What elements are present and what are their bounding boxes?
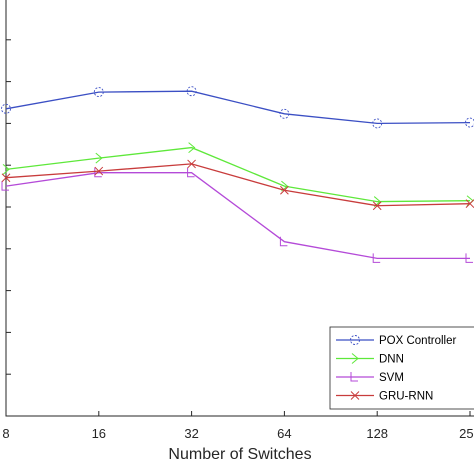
data-point-gru-rnn bbox=[372, 201, 382, 211]
data-point-svm bbox=[465, 253, 473, 263]
legend-label: POX Controller bbox=[379, 335, 457, 347]
x-tick-label: 32 bbox=[184, 426, 198, 441]
x-axis: 8 16 32 64 128 256 bbox=[2, 411, 474, 441]
x-tick-label: 16 bbox=[92, 426, 106, 441]
data-point-svm bbox=[372, 253, 381, 263]
series-gru-rnn bbox=[1, 159, 474, 211]
legend-item-pox-controller: POX Controller bbox=[336, 335, 457, 347]
data-point-pox-controller bbox=[1, 103, 11, 114]
legend-marker bbox=[350, 372, 358, 382]
x-tick-label: 256 bbox=[459, 426, 474, 441]
x-tick-label: 8 bbox=[2, 426, 9, 441]
x-axis-label: Number of Switches bbox=[168, 446, 311, 463]
data-point-gru-rnn bbox=[1, 173, 11, 183]
legend-label: GRU-RNN bbox=[379, 391, 433, 403]
data-point-dnn bbox=[188, 142, 196, 154]
data-point-svm bbox=[279, 236, 288, 247]
data-point-gru-rnn bbox=[187, 159, 196, 169]
series-line-dnn bbox=[5, 146, 471, 203]
data-point-gru-rnn bbox=[465, 199, 474, 209]
series-layer bbox=[1, 86, 474, 263]
series-line-pox-controller bbox=[5, 90, 471, 125]
legend-item-svm: SVM bbox=[336, 372, 404, 384]
data-point-svm bbox=[1, 181, 9, 191]
legend-label: SVM bbox=[379, 372, 404, 384]
legend-box bbox=[329, 326, 474, 410]
legend-label: DNN bbox=[379, 354, 404, 366]
data-point-gru-rnn bbox=[94, 166, 104, 176]
series-line-gru-rnn bbox=[5, 163, 471, 207]
legend: POX Controller DNN SVM GRU-RNN bbox=[329, 326, 474, 410]
data-point-svm bbox=[94, 167, 102, 178]
legend-marker bbox=[350, 391, 360, 400]
legend-marker bbox=[351, 353, 359, 364]
series-pox-controller bbox=[1, 86, 474, 129]
data-point-pox-controller bbox=[279, 108, 290, 119]
legend-item-dnn: DNN bbox=[336, 353, 404, 366]
data-point-svm bbox=[187, 167, 195, 178]
data-point-gru-rnn bbox=[280, 185, 289, 195]
series-line-svm bbox=[5, 172, 470, 260]
data-point-pox-controller bbox=[372, 118, 383, 129]
legend-item-gru-rnn: GRU-RNN bbox=[336, 391, 433, 403]
x-tick-label: 128 bbox=[366, 426, 388, 441]
data-point-pox-controller bbox=[186, 86, 197, 97]
data-point-dnn bbox=[95, 152, 103, 164]
data-point-dnn bbox=[2, 163, 10, 175]
series-svm bbox=[1, 167, 473, 263]
y-axis-ticks bbox=[6, 39, 11, 375]
data-point-pox-controller bbox=[93, 87, 104, 98]
x-tick-label: 64 bbox=[277, 426, 291, 441]
legend-marker bbox=[350, 335, 360, 345]
